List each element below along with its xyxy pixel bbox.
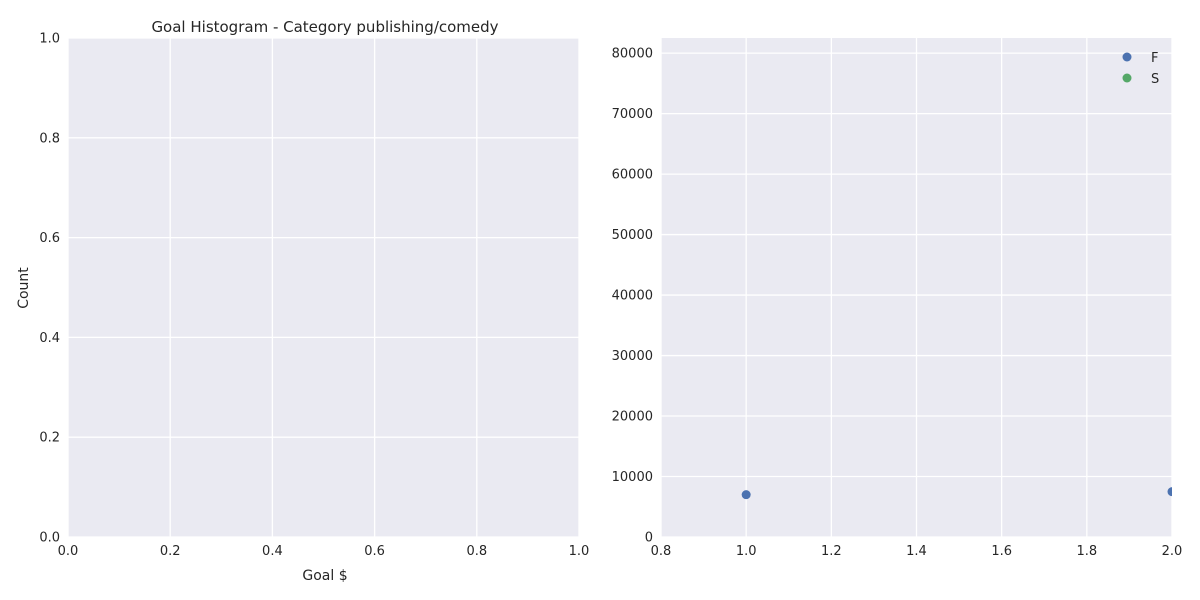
x-tick-label: 0.8 xyxy=(651,544,672,559)
x-tick-label: 0.0 xyxy=(58,544,79,559)
right-y-tick-labels: 0 10000 20000 30000 40000 50000 60000 70000 8000… xyxy=(612,47,653,546)
y-tick-label: 50000 xyxy=(612,228,653,243)
data-point-F xyxy=(741,490,751,500)
scatter-chart: 0.8 1.0 1.2 1.4 1.6 1.8 2.0 0 10000 20000 30000 40… xyxy=(612,38,1183,559)
x-tick-label: 1.4 xyxy=(906,544,927,559)
y-tick-label: 10000 xyxy=(612,470,653,485)
y-tick-label: 80000 xyxy=(612,47,653,62)
legend-marker-F xyxy=(1122,52,1132,62)
y-tick-label: 0 xyxy=(645,531,653,546)
legend-label-F: F xyxy=(1151,51,1158,66)
left-grid xyxy=(67,37,580,538)
legend: FS xyxy=(1122,51,1159,87)
left-x-axis-label: Goal $ xyxy=(302,568,347,584)
right-data-points xyxy=(741,487,1172,500)
left-plot-area xyxy=(68,38,579,537)
right-x-tick-labels: 0.8 1.0 1.2 1.4 1.6 1.8 2.0 xyxy=(651,544,1183,559)
legend-label-S: S xyxy=(1151,72,1159,87)
x-tick-label: 0.8 xyxy=(466,544,487,559)
x-tick-label: 2.0 xyxy=(1162,544,1183,559)
left-y-tick-labels: 0.0 0.2 0.4 0.6 0.8 1.0 xyxy=(39,32,60,546)
left-x-tick-labels: 0.0 0.2 0.4 0.6 0.8 1.0 xyxy=(58,544,590,559)
x-tick-label: 0.4 xyxy=(262,544,283,559)
legend-marker-S xyxy=(1122,73,1132,83)
y-tick-label: 0.4 xyxy=(39,331,60,346)
x-tick-label: 1.8 xyxy=(1076,544,1097,559)
y-tick-label: 20000 xyxy=(612,410,653,425)
y-tick-label: 1.0 xyxy=(39,32,60,47)
y-tick-label: 0.0 xyxy=(39,531,60,546)
y-tick-label: 0.6 xyxy=(39,231,60,246)
x-tick-label: 1.6 xyxy=(991,544,1012,559)
x-tick-label: 1.2 xyxy=(821,544,842,559)
x-tick-label: 1.0 xyxy=(736,544,757,559)
y-tick-label: 70000 xyxy=(612,107,653,122)
y-tick-label: 60000 xyxy=(612,168,653,183)
y-tick-label: 0.2 xyxy=(39,431,60,446)
left-y-axis-label: Count xyxy=(16,267,32,309)
x-tick-label: 0.2 xyxy=(160,544,181,559)
right-grid xyxy=(660,38,1173,538)
left-chart-title: Goal Histogram - Category publishing/com… xyxy=(151,18,498,36)
goal-histogram-chart: 0.0 0.2 0.4 0.6 0.8 1.0 0.0 0.2 0.4 0.6 0.8 1.0 Go… xyxy=(16,18,589,584)
y-tick-label: 0.8 xyxy=(39,131,60,146)
x-tick-label: 0.6 xyxy=(364,544,385,559)
data-point-F xyxy=(1167,487,1172,497)
y-tick-label: 40000 xyxy=(612,289,653,304)
y-tick-label: 30000 xyxy=(612,349,653,364)
x-tick-label: 1.0 xyxy=(569,544,590,559)
